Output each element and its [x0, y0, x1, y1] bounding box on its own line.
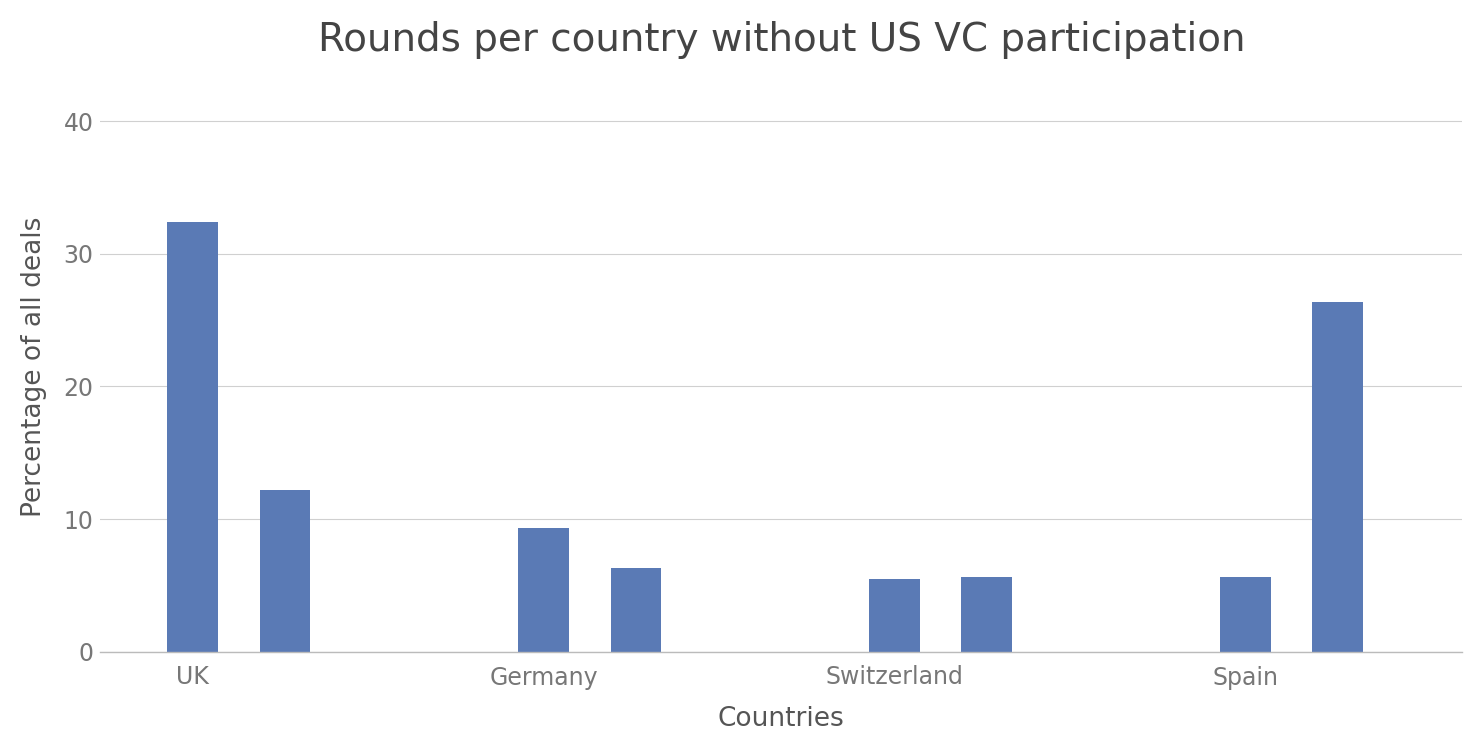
Bar — [961, 578, 1011, 651]
Bar — [1221, 578, 1271, 651]
X-axis label: Countries: Countries — [718, 706, 845, 732]
Y-axis label: Percentage of all deals: Percentage of all deals — [21, 216, 47, 517]
Bar — [1312, 301, 1363, 651]
Bar — [611, 568, 661, 651]
Bar — [869, 578, 919, 651]
Bar — [168, 222, 218, 651]
Title: Rounds per country without US VC participation: Rounds per country without US VC partici… — [317, 21, 1246, 59]
Bar — [260, 490, 310, 651]
Bar — [518, 529, 569, 651]
